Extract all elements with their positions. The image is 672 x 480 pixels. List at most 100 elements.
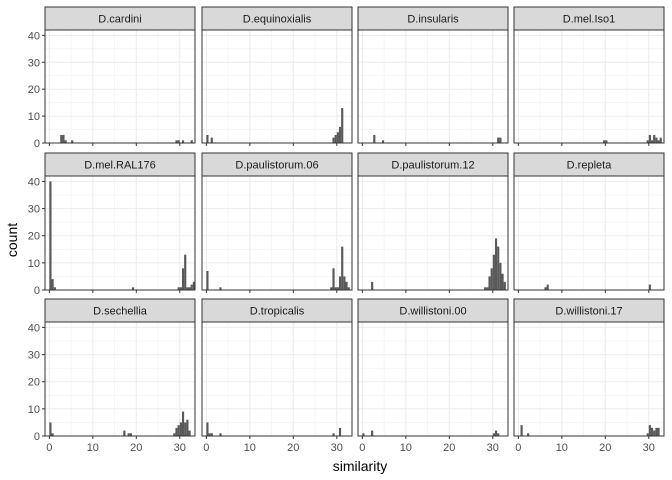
panel-border bbox=[44, 29, 196, 144]
panel-border bbox=[44, 321, 196, 437]
histogram-bar bbox=[190, 140, 193, 143]
panel-border bbox=[513, 29, 665, 144]
panel-background bbox=[514, 176, 664, 290]
histogram-bar bbox=[503, 281, 506, 290]
facet-strip-label: D.insularis bbox=[407, 14, 459, 26]
histogram-bar bbox=[492, 433, 495, 436]
facet-strip-label: D.paulistorum.06 bbox=[235, 160, 318, 172]
histogram-bar bbox=[184, 422, 187, 436]
x-tick-label: 20 bbox=[599, 442, 611, 454]
histogram-bar bbox=[175, 140, 178, 143]
x-tick-label: 30 bbox=[174, 442, 186, 454]
panel-border bbox=[357, 29, 509, 144]
facet-panel: D.paulistorum.12 bbox=[357, 152, 509, 293]
panel-background bbox=[45, 322, 195, 436]
histogram-bar bbox=[657, 427, 660, 436]
y-tick-label: 10 bbox=[28, 111, 40, 123]
histogram-bar bbox=[177, 140, 180, 143]
y-axis-title: count bbox=[4, 223, 20, 257]
x-tick-label: 20 bbox=[130, 442, 142, 454]
x-tick-label: 20 bbox=[287, 442, 299, 454]
x-tick-label: 10 bbox=[400, 442, 412, 454]
facet-panels: D.cardini 0 10 20 30 40 D.equinoxialis D.insula… bbox=[28, 6, 665, 454]
y-tick-label: 10 bbox=[28, 404, 40, 416]
y-tick-label: 10 bbox=[28, 258, 40, 270]
histogram-bar bbox=[646, 433, 649, 436]
histogram-bar bbox=[71, 140, 74, 143]
histogram-bar bbox=[341, 108, 344, 143]
histogram-bar bbox=[336, 132, 339, 143]
facet-strip-label: D.paulistorum.12 bbox=[391, 160, 474, 172]
facet-panel: D.repleta bbox=[513, 152, 665, 293]
x-tick-label: 0 bbox=[46, 442, 52, 454]
histogram-bar bbox=[655, 427, 658, 436]
histogram-bar bbox=[499, 262, 502, 290]
panel-background bbox=[358, 322, 508, 436]
histogram-bar bbox=[520, 425, 523, 436]
y-tick-label: 40 bbox=[28, 176, 40, 188]
y-tick-label: 20 bbox=[28, 84, 40, 96]
histogram-bar bbox=[219, 287, 222, 290]
facet-panel: D.tropicalis 0 10 20 30 bbox=[201, 298, 353, 454]
x-tick-label: 30 bbox=[643, 442, 655, 454]
histogram-bar bbox=[371, 281, 374, 290]
histogram-bar bbox=[53, 287, 56, 290]
histogram-bar bbox=[179, 287, 182, 290]
histogram-bar bbox=[49, 422, 52, 436]
histogram-bar bbox=[646, 140, 649, 143]
histogram-bar bbox=[546, 284, 549, 290]
histogram-bar bbox=[603, 140, 606, 143]
histogram-bar bbox=[188, 430, 191, 436]
x-tick-label: 30 bbox=[487, 442, 499, 454]
y-tick-label: 20 bbox=[28, 231, 40, 243]
x-tick-label: 10 bbox=[556, 442, 568, 454]
histogram-bar bbox=[181, 411, 185, 436]
axis-titles: similarity count bbox=[4, 223, 387, 474]
facet-panel: D.equinoxialis bbox=[201, 6, 353, 146]
facet-panel: D.insularis bbox=[357, 6, 509, 146]
panel-background bbox=[514, 322, 664, 436]
histogram-bar bbox=[490, 268, 493, 290]
histogram-bar bbox=[206, 422, 209, 436]
histogram-bar bbox=[484, 287, 487, 290]
histogram-bar bbox=[338, 126, 342, 143]
histogram-bar bbox=[492, 254, 495, 290]
histogram-bar bbox=[186, 419, 189, 436]
panel-background bbox=[358, 30, 508, 143]
panel-border bbox=[513, 321, 665, 437]
histogram-bar bbox=[181, 268, 185, 290]
y-tick-label: 0 bbox=[34, 285, 40, 297]
histogram-bar bbox=[501, 273, 504, 290]
histogram-bar bbox=[60, 134, 63, 143]
panel-border bbox=[201, 29, 353, 144]
y-tick-label: 30 bbox=[28, 204, 40, 216]
facet-panel: D.mel.RAL176 0 10 20 30 40 bbox=[28, 152, 196, 297]
y-tick-label: 20 bbox=[28, 377, 40, 389]
facet-panel: D.sechellia 0 10 20 30 40 0 10 20 30 bbox=[28, 298, 196, 454]
facet-strip-label: D.sechellia bbox=[93, 306, 148, 318]
facet-strip-label: D.willistoni.17 bbox=[555, 306, 622, 318]
panel-border bbox=[44, 175, 196, 291]
histogram-bar bbox=[659, 137, 662, 143]
histogram-bar bbox=[544, 287, 547, 290]
panel-background bbox=[358, 176, 508, 290]
histogram-bar bbox=[653, 134, 656, 143]
histogram-bar bbox=[653, 430, 656, 436]
histogram-bar bbox=[330, 287, 333, 290]
facet-strip-label: D.cardini bbox=[98, 14, 141, 26]
histogram-bar bbox=[499, 137, 502, 143]
x-tick-label: 0 bbox=[203, 442, 209, 454]
histogram-bar bbox=[332, 268, 335, 290]
panel-background bbox=[514, 30, 664, 143]
histogram-bar bbox=[345, 281, 348, 290]
histogram-bar bbox=[131, 287, 135, 290]
histogram-bar bbox=[177, 287, 180, 290]
panel-border bbox=[357, 175, 509, 291]
histogram-bar bbox=[49, 181, 52, 290]
y-tick-label: 0 bbox=[34, 138, 40, 150]
y-tick-label: 30 bbox=[28, 57, 40, 69]
facet-strip-label: D.willistoni.00 bbox=[399, 306, 466, 318]
histogram-bar bbox=[343, 276, 346, 290]
panel-background bbox=[202, 30, 352, 143]
facet-panel: D.willistoni.17 0 10 20 30 bbox=[513, 298, 665, 454]
